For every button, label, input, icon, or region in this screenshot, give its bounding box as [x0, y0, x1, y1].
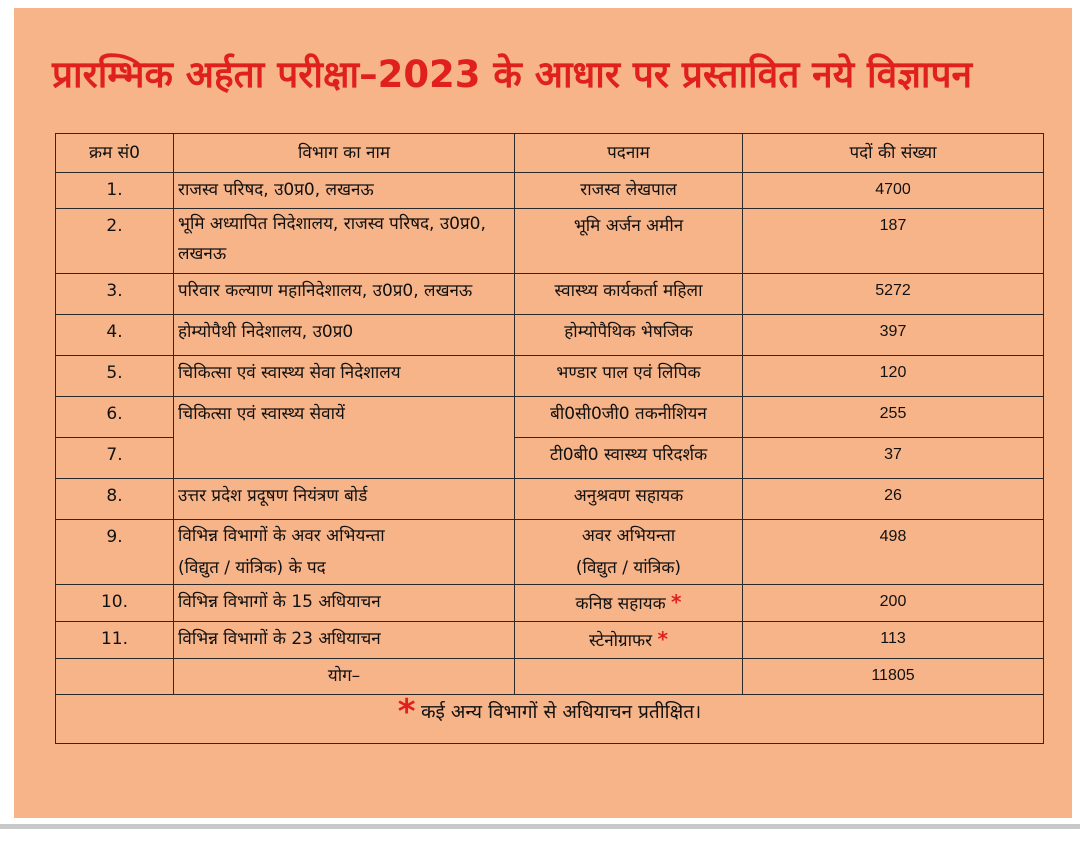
table-row: 4. होम्योपैथी निदेशालय, उ0प्र0 होम्योपैथ…	[55, 314, 1044, 356]
note-row: * कई अन्य विभागों से अधियाचन प्रतीक्षित।	[55, 694, 1044, 744]
row-count: 26	[742, 478, 1044, 520]
table-row: 6. चिकित्सा एवं स्वास्थ्य सेवायें बी0सी0…	[55, 396, 1044, 479]
row-post: होम्योपैथिक भेषजिक	[514, 314, 743, 356]
table-row: 9. विभिन्न विभागों के अवर अभियन्ता (विद्…	[55, 519, 1044, 585]
row-department: उत्तर प्रदेश प्रदूषण नियंत्रण बोर्ड	[173, 478, 515, 520]
asterisk-icon: *	[657, 627, 668, 651]
row-serial: 11.	[55, 621, 174, 659]
row-serial: 8.	[55, 478, 174, 520]
row-serial: 1.	[55, 172, 174, 209]
row-serial: 10.	[55, 584, 174, 622]
row-count: 113	[742, 621, 1044, 659]
row-post: भूमि अर्जन अमीन	[514, 208, 743, 274]
row-count: 4700	[742, 172, 1044, 209]
row-department: परिवार कल्याण महानिदेशालय, उ0प्र0, लखनऊ	[173, 273, 515, 315]
table-header-row: क्रम सं0 विभाग का नाम पदनाम पदों की संख्…	[55, 133, 1044, 173]
total-empty-cell	[55, 658, 174, 695]
row-post: टी0बी0 स्वास्थ्य परिदर्शक	[514, 437, 743, 479]
row-post: अवर अभियन्ता (विद्युत / यांत्रिक)	[514, 519, 743, 585]
row-department: विभिन्न विभागों के अवर अभियन्ता (विद्युत…	[173, 519, 515, 585]
header-post: पदनाम	[514, 133, 743, 173]
row-post: कनिष्ठ सहायक *	[514, 584, 743, 622]
total-count: 11805	[742, 658, 1044, 695]
table-row: 5. चिकित्सा एवं स्वास्थ्य सेवा निदेशालय …	[55, 355, 1044, 397]
table-row: 10. विभिन्न विभागों के 15 अधियाचन कनिष्ठ…	[55, 584, 1044, 622]
row-count: 120	[742, 355, 1044, 397]
row-count: 5272	[742, 273, 1044, 315]
row-serial: 2.	[55, 208, 174, 274]
row-department: चिकित्सा एवं स्वास्थ्य सेवा निदेशालय	[173, 355, 515, 397]
table-row: 7. टी0बी0 स्वास्थ्य परिदर्शक 37	[55, 437, 1044, 479]
department-line: विभिन्न विभागों के अवर अभियन्ता	[178, 526, 385, 546]
row-post: स्वास्थ्य कार्यकर्ता महिला	[514, 273, 743, 315]
table-row: 2. भूमि अध्यापित निदेशालय, राजस्व परिषद,…	[55, 208, 1044, 274]
table-row: 11. विभिन्न विभागों के 23 अधियाचन स्टेनो…	[55, 621, 1044, 659]
row-post: राजस्व लेखपाल	[514, 172, 743, 209]
post-line: (विद्युत / यांत्रिक)	[575, 558, 682, 578]
post-line: अवर अभियन्ता	[581, 526, 676, 546]
row-post: बी0सी0जी0 तकनीशियन	[514, 396, 743, 438]
header-serial: क्रम सं0	[55, 133, 174, 173]
row-department: चिकित्सा एवं स्वास्थ्य सेवायें	[173, 396, 515, 479]
row-department: भूमि अध्यापित निदेशालय, राजस्व परिषद, उ0…	[173, 208, 515, 274]
row-serial: 3.	[55, 273, 174, 315]
post-label: कनिष्ठ सहायक	[575, 594, 666, 614]
row-count: 37	[742, 437, 1044, 479]
asterisk-icon: *	[397, 694, 416, 732]
vacancy-table: क्रम सं0 विभाग का नाम पदनाम पदों की संख्…	[55, 133, 1044, 744]
row-serial: 6.	[55, 396, 174, 438]
row-serial: 4.	[55, 314, 174, 356]
table-row: 1. राजस्व परिषद, उ0प्र0, लखनऊ राजस्व लेख…	[55, 172, 1044, 209]
total-empty-cell	[514, 658, 743, 695]
table-row: 8. उत्तर प्रदेश प्रदूषण नियंत्रण बोर्ड अ…	[55, 478, 1044, 520]
total-label: योग–	[173, 658, 515, 695]
note-cell: * कई अन्य विभागों से अधियाचन प्रतीक्षित।	[55, 694, 1044, 744]
row-post: अनुश्रवण सहायक	[514, 478, 743, 520]
total-row: योग– 11805	[55, 658, 1044, 695]
table-row: 3. परिवार कल्याण महानिदेशालय, उ0प्र0, लख…	[55, 273, 1044, 315]
post-label: स्टेनोग्राफर	[589, 631, 653, 651]
note-text: कई अन्य विभागों से अधियाचन प्रतीक्षित।	[420, 701, 702, 723]
row-post: भण्डार पाल एवं लिपिक	[514, 355, 743, 397]
row-count: 498	[742, 519, 1044, 585]
row-serial: 5.	[55, 355, 174, 397]
row-count: 255	[742, 396, 1044, 438]
row-serial: 7.	[55, 437, 174, 479]
asterisk-icon: *	[671, 590, 682, 614]
row-post: स्टेनोग्राफर *	[514, 621, 743, 659]
department-line: (विद्युत / यांत्रिक) के पद	[178, 558, 326, 578]
header-count: पदों की संख्या	[742, 133, 1044, 173]
row-department: विभिन्न विभागों के 23 अधियाचन	[173, 621, 515, 659]
header-department: विभाग का नाम	[173, 133, 515, 173]
row-count: 187	[742, 208, 1044, 274]
row-department: राजस्व परिषद, उ0प्र0, लखनऊ	[173, 172, 515, 209]
row-serial: 9.	[55, 519, 174, 585]
row-department: विभिन्न विभागों के 15 अधियाचन	[173, 584, 515, 622]
row-department: होम्योपैथी निदेशालय, उ0प्र0	[173, 314, 515, 356]
bottom-divider	[0, 824, 1080, 829]
row-count: 397	[742, 314, 1044, 356]
row-count: 200	[742, 584, 1044, 622]
page-title: प्रारम्भिक अर्हता परीक्षा–2023 के आधार प…	[52, 53, 973, 96]
